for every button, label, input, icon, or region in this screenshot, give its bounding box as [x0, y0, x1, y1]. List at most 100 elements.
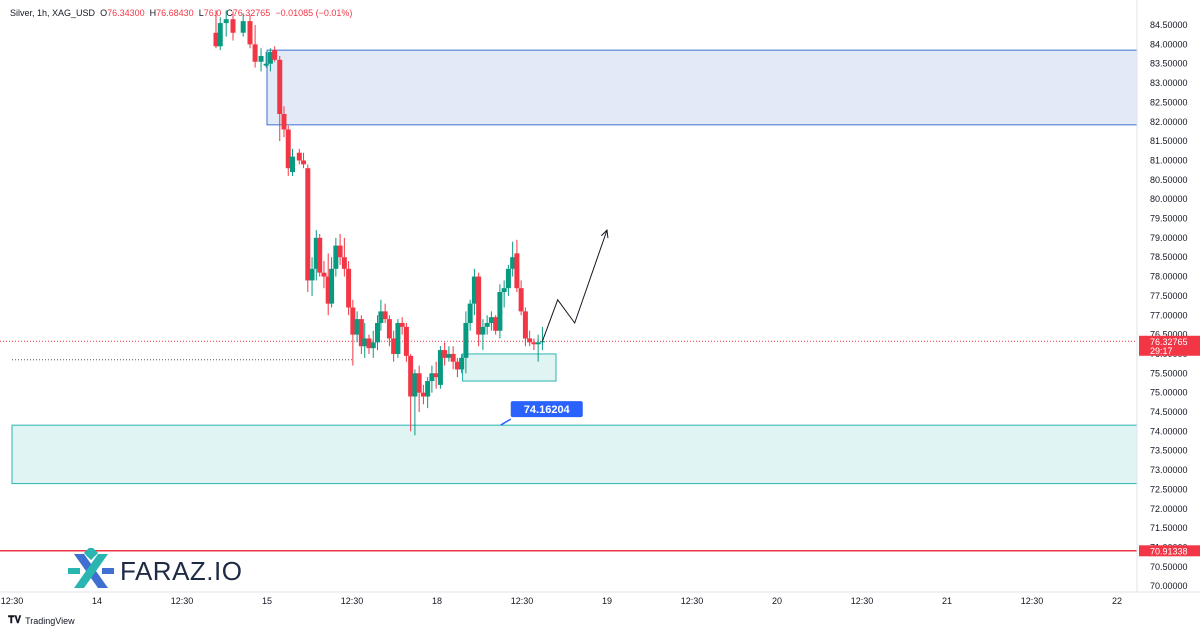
- candle-body-11: [277, 59, 283, 115]
- time-tick-13: 22: [1112, 596, 1122, 606]
- symbol-name[interactable]: Silver, 1h, XAG_USD: [10, 8, 96, 18]
- symbol-legend: Silver, 1h, XAG_USD O76.34300 H76.68430 …: [10, 8, 352, 18]
- candle-body-0: [213, 32, 219, 47]
- close-label: C: [226, 8, 233, 18]
- candle-body-37: [386, 319, 392, 339]
- time-tick-1: 14: [92, 596, 102, 606]
- candle-body-73: [539, 341, 545, 343]
- time-tick-7: 19: [602, 596, 612, 606]
- candle-body-51: [446, 353, 452, 358]
- brand-name: FARAZ.IO: [120, 555, 243, 586]
- candle-body-13: [285, 129, 291, 169]
- open-label: O: [100, 8, 108, 18]
- callout-box: [510, 401, 583, 418]
- price-tick-4: 82.50000: [1150, 97, 1188, 107]
- close-value: 76.32765: [232, 8, 271, 18]
- candle-body-61: [488, 317, 494, 323]
- price-tick-6: 81.50000: [1150, 136, 1188, 146]
- price-tick-25: 72.00000: [1150, 504, 1188, 514]
- candle-body-59: [480, 326, 486, 335]
- candle-body-55: [463, 322, 469, 358]
- price-tick-29: 70.00000: [1150, 581, 1188, 591]
- candle-body-70: [527, 338, 533, 343]
- brand-watermark: FARAZ.IO: [68, 548, 242, 594]
- candle-body-29: [354, 319, 360, 335]
- candle-body-5: [247, 21, 253, 45]
- candles-layer: [213, 10, 545, 436]
- projection-arrowhead-icon: [600, 229, 609, 239]
- time-tick-4: 12:30: [341, 596, 364, 606]
- candle-body-2: [223, 19, 229, 24]
- low-label: L: [198, 8, 204, 18]
- candle-body-26: [341, 257, 347, 269]
- candle-body-25: [337, 245, 343, 258]
- time-tick-0: 12:30: [1, 596, 24, 606]
- candle-body-16: [301, 160, 307, 165]
- candle-body-56: [467, 303, 473, 323]
- candle-body-54: [459, 357, 465, 370]
- candle-body-14: [290, 156, 295, 173]
- price-tick-26: 71.50000: [1150, 523, 1188, 533]
- candle-body-27: [346, 268, 352, 308]
- projection-line: [541, 229, 608, 342]
- candle-body-10: [272, 50, 278, 60]
- price-tick-7: 81.00000: [1150, 155, 1188, 165]
- price-axis[interactable]: 84.50000 84.00000 83.50000 83.00000 82.50000…: [1150, 20, 1188, 591]
- faraz-logo-icon: [68, 548, 114, 588]
- candle-body-24: [333, 245, 339, 269]
- price-tick-16: 76.50000: [1150, 330, 1188, 340]
- candle-body-23: [329, 268, 335, 304]
- zone-rect-2: [11, 424, 1138, 485]
- time-axis[interactable]: 12:30 14 12:30 15 12:30 18 12:30 19 12:30 20 12:30…: [1, 596, 1122, 606]
- candle-body-31: [362, 338, 368, 347]
- price-tick-28: 70.50000: [1150, 562, 1188, 572]
- tradingview-label: TradingView: [25, 615, 75, 626]
- price-tick-15: 77.00000: [1150, 310, 1188, 320]
- low-value: 76.0: [203, 8, 222, 18]
- price-tick-3: 83.00000: [1150, 78, 1188, 88]
- time-tick-5: 18: [432, 596, 442, 606]
- candle-body-35: [378, 311, 384, 323]
- price-tick-5: 82.00000: [1150, 117, 1188, 127]
- candle-body-34: [375, 322, 380, 343]
- candle-body-1: [217, 23, 223, 47]
- high-label: H: [149, 8, 157, 18]
- candle-body-62: [493, 317, 499, 331]
- callout-price-label: 74.16204: [524, 404, 571, 416]
- price-tick-1: 84.00000: [1150, 39, 1188, 49]
- candle-body-12: [281, 114, 287, 130]
- time-tick-3: 15: [262, 596, 272, 606]
- price-tick-21: 74.00000: [1150, 426, 1188, 436]
- price-tick-18: 75.50000: [1150, 368, 1188, 378]
- time-tick-9: 20: [772, 596, 782, 606]
- tradingview-footer[interactable]: 𝐓𝐕 TradingView: [8, 615, 75, 626]
- candle-body-50: [442, 350, 448, 358]
- price-axis-badge-value-1: 76.32765: [1150, 337, 1188, 347]
- candle-body-42: [408, 355, 414, 397]
- candle-body-33: [370, 342, 376, 349]
- candle-body-19: [313, 237, 319, 269]
- price-tick-24: 72.50000: [1150, 484, 1188, 494]
- candle-body-46: [425, 381, 431, 397]
- candle-body-15: [296, 152, 302, 161]
- candle-body-20: [317, 237, 323, 273]
- candle-body-52: [450, 353, 456, 362]
- candle-body-57: [471, 276, 477, 304]
- zone-rect-1: [462, 353, 557, 382]
- candle-body-6: [252, 44, 258, 62]
- candle-body-72: [535, 342, 541, 345]
- time-tick-2: 12:30: [171, 596, 194, 606]
- time-tick-11: 21: [942, 596, 952, 606]
- price-tick-12: 78.50000: [1150, 252, 1188, 262]
- time-tick-6: 12:30: [511, 596, 534, 606]
- price-tick-14: 77.50000: [1150, 291, 1188, 301]
- callout-pointer: [500, 418, 512, 426]
- price-tick-8: 80.50000: [1150, 175, 1188, 185]
- high-value: 76.68430: [156, 8, 194, 18]
- time-tick-8: 12:30: [681, 596, 704, 606]
- price-tick-22: 73.50000: [1150, 446, 1188, 456]
- price-tick-13: 78.00000: [1150, 272, 1188, 282]
- candle-body-32: [366, 338, 372, 349]
